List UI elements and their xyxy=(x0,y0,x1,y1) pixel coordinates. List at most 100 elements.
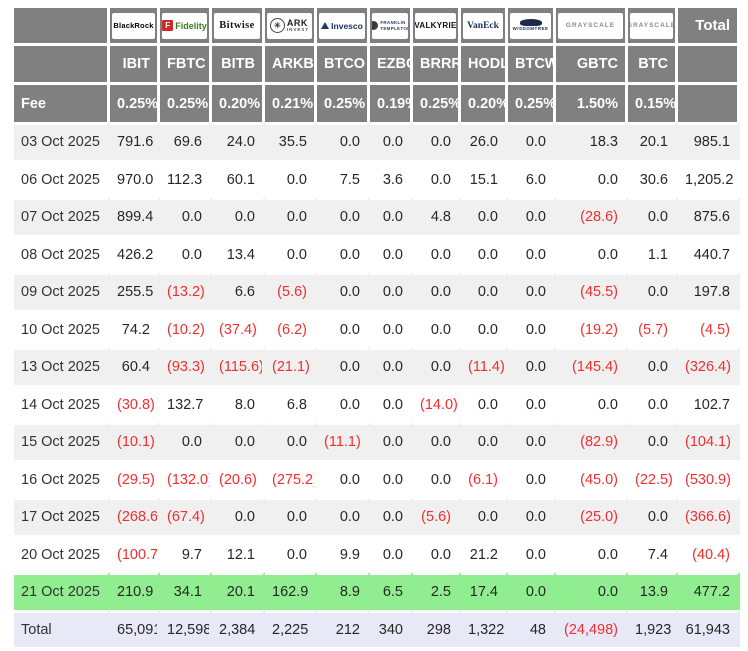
flow-value-cell: 0.0 xyxy=(317,122,370,160)
flow-value-cell: 0.0 xyxy=(413,534,461,573)
data-row: 15 Oct 2025 (10.1) 0.0 0.0 0.0 (11.1) 0.0 0.0 0.… xyxy=(14,422,740,460)
flow-value-cell: (10.2) xyxy=(160,309,212,348)
flow-value-cell: 0.0 xyxy=(370,234,413,273)
logo-label: VALKYRIE xyxy=(415,21,456,30)
flow-value-cell: 7.4 xyxy=(628,534,678,573)
flow-value-cell: 255.5 xyxy=(110,272,160,310)
flow-value-cell: 0.0 xyxy=(508,384,556,423)
valkyrie-logo: VALKYRIE xyxy=(415,12,456,39)
flow-value-cell: 0.0 xyxy=(508,534,556,573)
logo-label: GRAYSCALE xyxy=(630,22,673,29)
logo-label: Invesco xyxy=(331,20,363,31)
flow-value-cell: 69.6 xyxy=(160,122,212,160)
flow-value-cell: 0.0 xyxy=(160,234,212,273)
date-cell: 21 Oct 2025 xyxy=(14,572,110,610)
flow-value-cell: 18.3 xyxy=(556,122,628,160)
flow-value-cell: 0.0 xyxy=(317,234,370,273)
flow-value-cell: 4.8 xyxy=(413,197,461,235)
date-cell: 13 Oct 2025 xyxy=(14,347,110,385)
data-row: 06 Oct 2025 970.0 112.3 60.1 0.0 7.5 3.6 0.0 15.… xyxy=(14,159,740,198)
data-row: 09 Oct 2025 255.5 (13.2) 6.6 (5.6) 0.0 0.0 0.0 0… xyxy=(14,272,740,310)
flow-value-cell: 0.0 xyxy=(461,422,508,460)
vaneck-logo: VanEck xyxy=(463,12,503,39)
flow-value-cell: 0.0 xyxy=(413,234,461,273)
flow-value-cell: (28.6) xyxy=(556,197,628,235)
column-total-cell: 298 xyxy=(413,609,461,648)
fee-value-cell: 0.21% xyxy=(265,82,317,122)
flow-value-cell: 970.0 xyxy=(110,159,160,198)
flow-value-cell: (6.1) xyxy=(461,459,508,498)
ticker-corner-cell xyxy=(14,43,110,82)
ticker-bitb: BITB xyxy=(212,43,265,82)
flow-value-cell: 0.0 xyxy=(508,347,556,385)
flow-value-cell: (67.4) xyxy=(160,497,212,535)
flow-value-cell: 0.0 xyxy=(370,347,413,385)
flow-value-cell: (115.6) xyxy=(212,347,265,385)
date-cell: 10 Oct 2025 xyxy=(14,309,110,348)
ticker-ezbc: EZBC xyxy=(370,43,413,82)
flow-value-cell: 426.2 xyxy=(110,234,160,273)
flow-value-cell: 0.0 xyxy=(317,347,370,385)
flow-value-cell: (29.5) xyxy=(110,459,160,498)
data-row: 13 Oct 2025 60.4 (93.3) (115.6) (21.1) 0.0 0.0… xyxy=(14,347,740,385)
row-total-cell: 1,205.2 xyxy=(678,159,740,198)
fee-value-cell: 1.50% xyxy=(556,82,628,122)
flow-value-cell: (22.5) xyxy=(628,459,678,498)
flow-value-cell: (11.1) xyxy=(317,422,370,460)
flow-value-cell: 112.3 xyxy=(160,159,212,198)
table-header: BlackRock F Fidelity Bitwise ✳ ARK INVEST Inves… xyxy=(14,5,740,122)
table-body: 03 Oct 2025 791.6 69.6 24.0 35.5 0.0 0.0 0.0 26.… xyxy=(14,122,740,647)
flow-value-cell: (6.2) xyxy=(265,309,317,348)
flow-value-cell: 26.0 xyxy=(461,122,508,160)
provider-logo-cell: VALKYRIE xyxy=(413,5,461,43)
flow-value-cell: (93.3) xyxy=(160,347,212,385)
flow-value-cell: 0.0 xyxy=(370,534,413,573)
flow-value-cell: 0.0 xyxy=(212,197,265,235)
flow-value-cell: 0.0 xyxy=(317,497,370,535)
flow-value-cell: 0.0 xyxy=(508,459,556,498)
flow-value-cell: (37.4) xyxy=(212,309,265,348)
row-total-cell: (40.4) xyxy=(678,534,740,573)
total-row-label: Total xyxy=(14,609,110,648)
column-total-cell: 2,384 xyxy=(212,609,265,648)
flow-value-cell: 0.0 xyxy=(265,197,317,235)
bitwise-logo: Bitwise xyxy=(214,12,260,39)
flow-value-cell: (14.0) xyxy=(413,384,461,423)
logo-sublabel: TEMPLETON xyxy=(380,25,408,31)
flow-value-cell: 0.0 xyxy=(556,159,628,198)
row-total-cell: 197.8 xyxy=(678,272,740,310)
flow-value-cell: 6.6 xyxy=(212,272,265,310)
data-row: 14 Oct 2025 (30.8) 132.7 8.0 6.8 0.0 0.0 (14.0)… xyxy=(14,384,740,423)
flow-value-cell: (5.6) xyxy=(413,497,461,535)
flow-value-cell: 0.0 xyxy=(628,347,678,385)
date-cell: 20 Oct 2025 xyxy=(14,534,110,573)
flow-value-cell: 0.0 xyxy=(370,197,413,235)
flow-value-cell: 3.6 xyxy=(370,159,413,198)
logo-sublabel: INVEST xyxy=(286,26,310,32)
flow-value-cell: 0.0 xyxy=(160,197,212,235)
date-cell: 09 Oct 2025 xyxy=(14,272,110,310)
ticker-ibit: IBIT xyxy=(110,43,160,82)
flow-value-cell: 899.4 xyxy=(110,197,160,235)
ticker-brrr: BRRR xyxy=(413,43,461,82)
provider-logo-cell: Bitwise xyxy=(212,5,265,43)
logo-label: VanEck xyxy=(467,20,499,31)
data-row: 10 Oct 2025 74.2 (10.2) (37.4) (6.2) 0.0 0.0 0.… xyxy=(14,309,740,348)
flow-value-cell: (45.0) xyxy=(556,459,628,498)
flow-value-cell: 0.0 xyxy=(556,234,628,273)
provider-logo-cell: ✳ ARK INVEST xyxy=(265,5,317,43)
flow-value-cell: 0.0 xyxy=(508,572,556,610)
column-total-cell: 212 xyxy=(317,609,370,648)
flow-value-cell: 0.0 xyxy=(413,272,461,310)
flow-value-cell: (145.4) xyxy=(556,347,628,385)
flow-value-cell: 0.0 xyxy=(265,159,317,198)
flow-value-cell: 0.0 xyxy=(370,497,413,535)
ticker-btcw: BTCW xyxy=(508,43,556,82)
row-total-cell: 985.1 xyxy=(678,122,740,160)
flow-value-cell: 0.0 xyxy=(556,384,628,423)
flow-value-cell: 0.0 xyxy=(317,197,370,235)
logo-label: GRAYSCALE xyxy=(565,22,616,29)
ark-circle-icon: ✳ xyxy=(269,18,285,33)
date-cell: 17 Oct 2025 xyxy=(14,497,110,535)
wisdomtree-tree-icon xyxy=(519,19,542,27)
